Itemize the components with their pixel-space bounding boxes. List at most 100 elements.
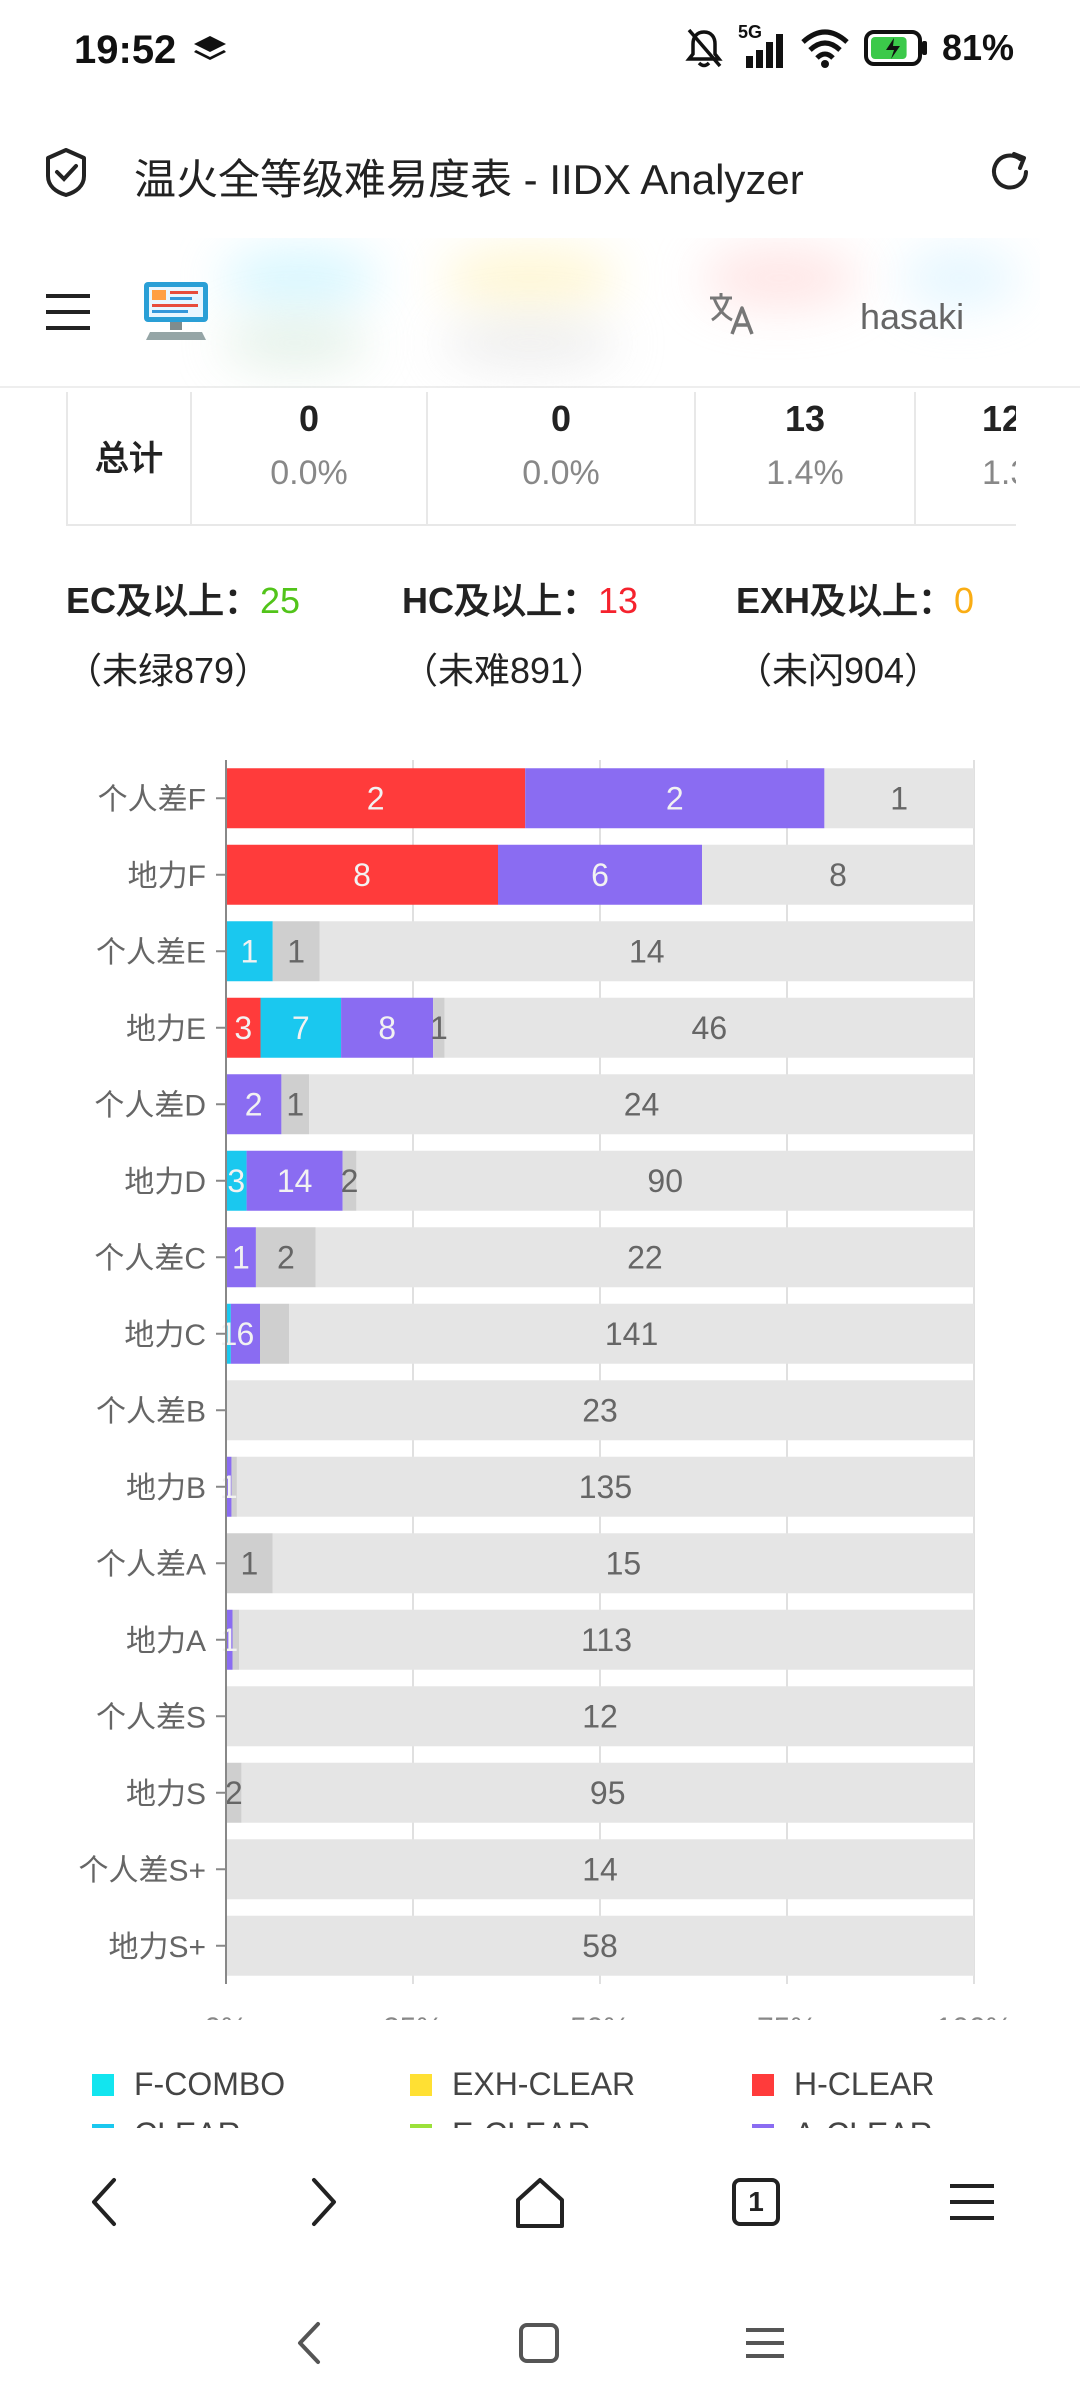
legend-swatch: [410, 2123, 432, 2128]
y-tick-label: 个人差A: [96, 1548, 206, 1581]
system-back-icon[interactable]: [284, 2316, 338, 2370]
bar-segment: [226, 921, 273, 982]
shield-check-icon[interactable]: [40, 146, 92, 198]
bar-data-label: 46: [692, 1010, 728, 1046]
legend-swatch: [92, 2123, 114, 2128]
bar-data-label: 7: [292, 1010, 310, 1046]
legend-item[interactable]: CLEAR: [92, 2116, 241, 2128]
bar-segment: [230, 1303, 260, 1364]
bell-muted-icon: [685, 28, 723, 68]
bar-segment: [246, 1150, 343, 1211]
system-navigation-bar: [0, 2290, 1080, 2400]
bar-segment: [226, 1150, 247, 1211]
system-home-icon[interactable]: [512, 2316, 566, 2370]
menu-icon[interactable]: [44, 290, 92, 334]
layers-icon: [194, 36, 226, 60]
site-logo-icon[interactable]: [140, 278, 212, 342]
bar-segment: [260, 1303, 290, 1364]
bar-data-label: 2: [666, 780, 684, 816]
home-icon[interactable]: [510, 2172, 570, 2232]
legend-item[interactable]: H-CLEAR: [752, 2066, 934, 2103]
tabs-button[interactable]: 1: [726, 2172, 786, 2232]
status-time: 19:52: [74, 28, 177, 72]
signal-icon: [745, 34, 783, 68]
bar-data-label: 14: [277, 1163, 313, 1199]
bar-data-label: 1: [220, 1622, 238, 1658]
bar-data-label: 1: [890, 780, 908, 816]
stat-sub: （未绿879）: [66, 650, 271, 691]
bar-segment: [226, 1915, 974, 1976]
legend-item[interactable]: F-COMBO: [92, 2066, 285, 2103]
x-tick-label: 25%: [383, 2012, 443, 2020]
stat-exh: EXH及以上：0 （未闪904）: [736, 572, 974, 694]
y-tick-label: 个人差D: [94, 1089, 206, 1122]
bar-data-label: 15: [606, 1545, 642, 1581]
bar-data-label: 6: [237, 1316, 255, 1352]
status-bar: 19:52 5G: [0, 0, 1080, 100]
back-icon[interactable]: [76, 2172, 136, 2232]
page-title[interactable]: 温火全等级难易度表 - IIDX Analyzer: [134, 156, 804, 203]
summary-table-row: 总计 0 0.0% 0 0.0% 13 1.4% 12 1.3%: [66, 392, 1016, 526]
bar-data-label: 8: [378, 1010, 396, 1046]
bar-segment: [702, 844, 974, 905]
bar-segment: [444, 997, 975, 1058]
y-tick-label: 地力A: [126, 1625, 206, 1658]
y-tick-label: 地力S: [126, 1778, 206, 1811]
bar-segment: [433, 997, 445, 1058]
legend-swatch: [92, 2073, 114, 2096]
y-tick-label: 个人差C: [94, 1242, 206, 1275]
bar-segment: [226, 1380, 974, 1441]
bar-segment: [226, 1227, 256, 1288]
summary-count: 0: [550, 398, 572, 439]
legend-item[interactable]: E-CLEAR: [410, 2116, 591, 2128]
bar-segment: [272, 921, 320, 982]
bar-segment: [226, 844, 498, 905]
reload-icon[interactable]: [984, 146, 1036, 198]
y-tick-label: 个人差E: [96, 936, 206, 969]
y-tick-label: 个人差F: [98, 783, 206, 816]
bar-segment: [239, 1609, 975, 1670]
summary-count: 13: [784, 398, 826, 439]
bar-segment: [824, 768, 974, 829]
signal-indicator: 5G: [738, 22, 786, 70]
bar-data-label: 8: [353, 857, 371, 893]
bar-data-label: 23: [582, 1392, 618, 1428]
bar-segment: [309, 1074, 975, 1135]
summary-cell: 12 1.3%: [916, 392, 1016, 524]
y-tick-label: 地力F: [128, 860, 206, 893]
bar-data-label: 1: [220, 1316, 238, 1352]
bar-data-label: 58: [582, 1928, 618, 1964]
bar-segment: [356, 1150, 974, 1211]
translate-icon[interactable]: [706, 288, 756, 338]
legend-item[interactable]: EXH-CLEAR: [410, 2066, 635, 2103]
summary-count: 0: [298, 398, 320, 439]
stat-label: EC及以上：: [66, 580, 261, 621]
browser-menu-icon[interactable]: [942, 2172, 1002, 2232]
forward-icon[interactable]: [292, 2172, 352, 2232]
bar-data-label: 3: [234, 1010, 252, 1046]
legend-swatch: [410, 2073, 432, 2096]
battery-icon: [863, 30, 927, 66]
bar-data-label: 141: [605, 1316, 658, 1352]
summary-percent: 1.3%: [982, 454, 1016, 492]
legend-label: F-COMBO: [134, 2066, 286, 2102]
bar-data-label: 1: [232, 1239, 250, 1275]
bar-segment: [226, 997, 261, 1058]
bar-segment: [260, 997, 342, 1058]
legend-label: H-CLEAR: [794, 2066, 935, 2102]
bar-segment: [341, 997, 434, 1058]
bar-data-label: 1: [240, 1545, 258, 1581]
stat-value: 13: [598, 580, 639, 621]
system-recents-icon[interactable]: [738, 2316, 792, 2370]
y-tick-label: 个人差S+: [78, 1854, 206, 1887]
x-tick-label: 50%: [570, 2012, 630, 2020]
bar-segment: [226, 1456, 232, 1517]
bar-segment: [226, 1762, 242, 1823]
summary-label-cell: 总计: [68, 392, 192, 524]
browser-toolbar: 1: [0, 2128, 1080, 2288]
user-name[interactable]: hasaki: [860, 296, 965, 337]
legend-swatch: [752, 2123, 774, 2128]
legend-item[interactable]: A-CLEAR: [752, 2116, 933, 2128]
bar-data-label: 2: [277, 1239, 295, 1275]
summary-percent: 0.0%: [270, 454, 348, 492]
